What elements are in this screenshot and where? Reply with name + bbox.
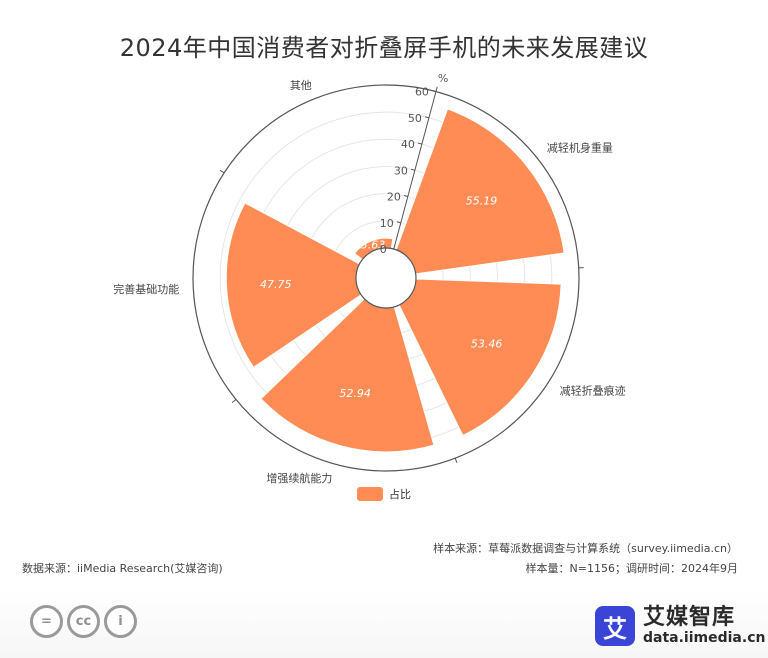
radial-tick-label: 40 [401,138,415,151]
data-source-note: 数据来源：iiMedia Research(艾媒咨询) [22,562,223,575]
angle-tick [231,399,237,403]
category-label: 其他 [290,79,312,92]
data-label: 55.19 [466,195,498,208]
inner-hole [355,247,417,309]
radial-tick-label: 20 [387,191,401,204]
creative-commons-icon: cc [67,605,100,638]
brand-logo-icon: 艾 [595,606,635,646]
no-derivatives-icon: = [30,605,63,638]
data-label: 3.63 [361,238,386,251]
radial-tick [410,168,415,171]
radial-tick-label: 10 [380,217,394,230]
chart-title: 2024年中国消费者对折叠屏手机的未来发展建议 [119,34,649,62]
legend-label: 占比 [389,488,411,501]
brand-name: 艾媒智库 [643,605,736,630]
radial-tick [389,247,394,250]
category-label: 完善基础功能 [113,282,179,296]
radial-tick-label: 30 [394,164,408,177]
category-label: 增强续航能力 [266,471,332,485]
license-icons: = cc i [30,605,137,638]
data-label: 52.94 [339,387,371,400]
angle-axis-circle [192,84,580,472]
radial-tick [424,116,430,119]
angle-tick [454,458,458,464]
sector-1 [395,108,565,275]
radial-tick [403,195,408,198]
radial-tick-label: 60 [415,86,429,99]
attribution-icon: i [104,605,137,638]
legend-swatch [357,487,383,501]
radial-tick-label: 0 [380,243,387,256]
radial-tick-label: 50 [408,112,422,125]
brand-logo-block: 艾 艾媒智库 data.iimedia.cn [595,606,765,646]
brand-url: data.iimedia.cn [643,630,766,646]
category-label: 减轻折叠痕迹 [560,384,626,398]
sample-source-note: 样本来源：草莓派数据调查与计算系统（survey.iimedia.cn） [433,542,738,555]
polar-bar-chart: 55.19 减轻机身重量 53.46 减轻折叠痕迹 52.94 增强续航能力 47.75 完善… [113,72,626,485]
legend[interactable]: 占比 [357,486,411,502]
data-label: 47.75 [260,278,292,291]
radial-axis-unit: % [438,72,448,85]
radial-tick [431,90,437,93]
radial-tick [417,142,423,145]
category-label: 减轻机身重量 [547,141,613,155]
radial-tick [396,221,401,224]
angle-tick [435,86,438,92]
angle-tick [219,169,225,174]
data-label: 53.46 [471,337,503,350]
sample-size-note: 样本量：N=1156；调研时间：2024年9月 [525,562,738,575]
